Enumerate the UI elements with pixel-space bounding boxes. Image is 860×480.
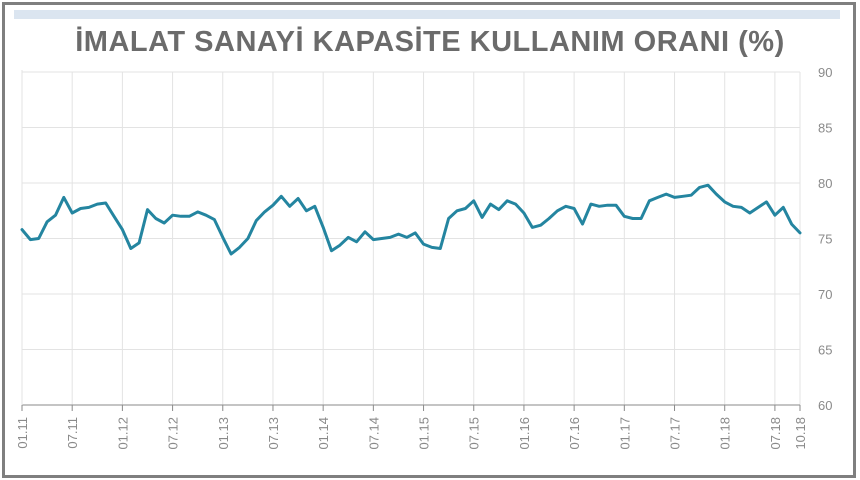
x-tick-label: 07.13 (266, 417, 281, 450)
y-tick-label: 90 (818, 65, 832, 80)
x-tick-label: 07.18 (768, 417, 783, 450)
x-axis: 01.11 07.11 01.12 07.12 01.13 07.13 01.14 07.14… (15, 404, 808, 450)
y-tick-label: 75 (818, 232, 832, 247)
x-tick-label: 01.13 (216, 417, 231, 450)
x-tick-label: 07.12 (166, 417, 181, 450)
x-tick-label: 01.12 (115, 417, 130, 450)
y-tick-label: 60 (818, 398, 832, 413)
x-tick-label: 01.16 (517, 417, 532, 450)
x-tick-label: 07.15 (467, 417, 482, 450)
y-tick-label: 80 (818, 176, 832, 191)
x-tick-label: 01.17 (617, 417, 632, 450)
y-tick-label: 85 (818, 121, 832, 136)
x-tick-label: 07.17 (668, 417, 683, 450)
series-layer (20, 183, 802, 256)
header-band (14, 10, 840, 19)
chart-title: İMALAT SANAYİ KAPASİTE KULLANIM ORANI (%… (75, 26, 785, 58)
x-tick-label: 07.11 (65, 417, 80, 449)
x-tick-label: 07.14 (366, 417, 381, 450)
x-tick-label: 07.16 (567, 417, 582, 450)
gridlines (22, 71, 801, 405)
x-tick-label: 01.11 (15, 417, 30, 449)
series-line (20, 183, 802, 256)
x-tick-label: 01.14 (316, 417, 331, 450)
y-tick-label: 70 (818, 287, 832, 302)
x-tick-label: 01.18 (718, 417, 733, 450)
y-tick-label: 65 (818, 343, 832, 358)
x-tick-label: 10.18 (793, 417, 808, 450)
y-axis: 60 65 70 75 80 85 90 (21, 65, 832, 413)
x-tick-label: 01.15 (417, 417, 432, 450)
